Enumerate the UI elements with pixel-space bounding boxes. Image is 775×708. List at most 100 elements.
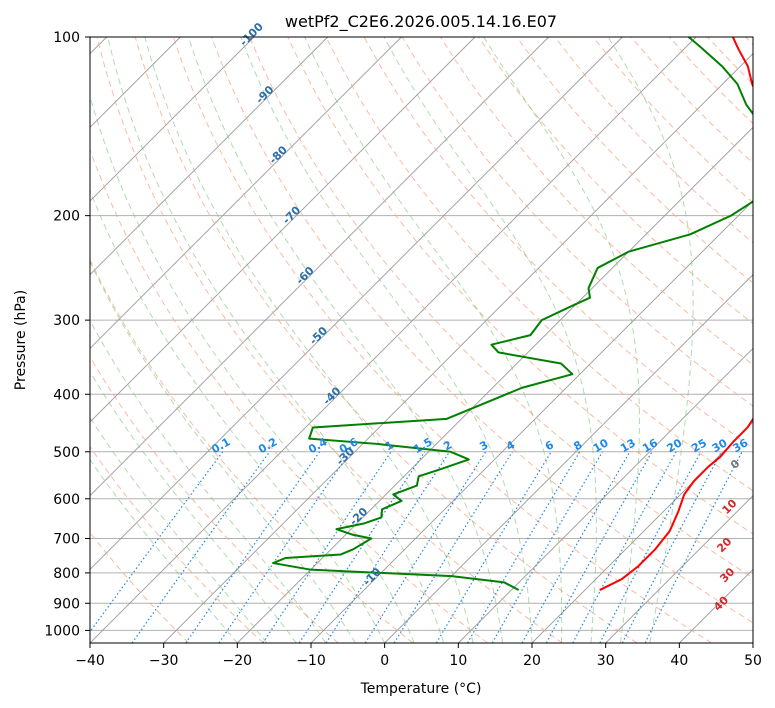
- moist-adiabat-line: [90, 370, 297, 643]
- isotherm-line: [310, 200, 753, 643]
- y-tick-label: 1000: [44, 623, 80, 639]
- dry-adiabat-line: [134, 37, 638, 643]
- moist-adiabat-line: [90, 189, 386, 643]
- mixing-ratio-label: 16: [640, 436, 660, 455]
- series-layer: [272, 37, 753, 591]
- isotherm-line: [163, 53, 753, 643]
- temperature-profile: [599, 37, 753, 591]
- dewpoint-profile: [272, 37, 753, 591]
- mixing-ratio-label: 6: [543, 438, 556, 453]
- y-tick-label: 500: [53, 445, 80, 461]
- y-axis-title: Pressure (hPa): [13, 290, 29, 390]
- isotherm-line: [237, 126, 753, 643]
- mixing-ratio-line: [262, 451, 392, 643]
- dry-adiabat-line: [90, 445, 264, 643]
- isotherm-line: [458, 347, 753, 643]
- isotherm-line: [90, 37, 402, 349]
- moist-adiabat-line: [240, 37, 533, 643]
- moist-adiabat-line: [90, 94, 415, 643]
- y-tick-label: 200: [53, 209, 80, 225]
- dry-adiabat-line: [478, 37, 753, 325]
- dry-adiabat-line: [516, 37, 753, 284]
- x-tick-label: 10: [449, 653, 467, 669]
- moist-adiabat-line: [90, 416, 268, 643]
- mixing-ratio-line: [325, 451, 451, 643]
- dry-adiabat-line: [592, 37, 753, 204]
- mixing-ratio-label: 10: [591, 436, 611, 455]
- dry-adiabat-line: [90, 258, 414, 643]
- y-tick-label: 900: [53, 596, 80, 612]
- dry-adiabat-line: [745, 37, 753, 46]
- mixing-ratio-line: [435, 451, 552, 643]
- warm-isotherm-label: 40: [711, 593, 731, 613]
- warm-isotherm-label: 30: [717, 565, 737, 585]
- moist-adiabat-line: [304, 37, 563, 643]
- y-tick-label: 100: [53, 30, 80, 46]
- mixing-ratio-label: 1.5: [411, 435, 434, 456]
- dry-adiabat-line: [172, 37, 712, 643]
- moist-adiabat-line: [188, 37, 504, 643]
- mixing-ratio-line: [90, 451, 224, 633]
- dry-adiabat-line: [211, 37, 753, 624]
- moist-adiabat-line: [607, 37, 694, 643]
- plot-frame: [89, 36, 754, 644]
- y-tick-label: 300: [53, 313, 80, 329]
- warm-isotherm-label: 0: [728, 457, 743, 472]
- mixing-ratio-label: 8: [571, 438, 584, 453]
- isotherm-label: -90: [253, 83, 276, 106]
- mixing-ratio-line: [572, 451, 677, 643]
- isotherm-line: [531, 421, 753, 643]
- x-tick-label: 50: [744, 653, 762, 669]
- x-tick-label: −40: [75, 653, 105, 669]
- x-axis-title: Temperature (°C): [360, 681, 482, 697]
- moist-adiabat-line: [90, 319, 327, 643]
- isotherm-line: [384, 274, 753, 643]
- background-line-labels: 0.1 0.2 0.4 0.6 1 1.5 2 3 4 6 8 10 13 16 20 25 30 36-100-…: [209, 20, 750, 614]
- isotherm-line: [90, 37, 255, 202]
- mixing-ratio-line: [364, 451, 487, 643]
- isotherm-label: -40: [320, 384, 343, 407]
- y-tick-label: 400: [53, 387, 80, 403]
- mixing-ratio-label: 30: [710, 436, 730, 455]
- chart-title: wetPf2_C2E6.2026.005.14.16.E07: [285, 12, 557, 32]
- mixing-ratio-label: 25: [689, 436, 709, 455]
- moist-adiabat-line: [483, 37, 640, 643]
- moist-adiabat-line: [90, 260, 356, 643]
- grid-layer: [90, 37, 753, 643]
- x-tick-label: −10: [296, 653, 326, 669]
- moist-adiabat-line: [144, 37, 474, 643]
- mixing-ratio-line: [521, 451, 631, 643]
- moist-adiabat-line: [107, 37, 445, 643]
- mixing-ratio-label: 36: [730, 436, 750, 455]
- mixing-ratio-line: [644, 451, 743, 643]
- isotherm-line: [605, 495, 753, 643]
- x-tick-label: −20: [223, 653, 253, 669]
- mixing-ratio-line: [298, 451, 426, 643]
- x-tick-label: 20: [523, 653, 541, 669]
- axis-ticks: −40 −30 −20 −10 0 10 20 30 40 5010020030040050060…: [44, 30, 762, 669]
- mixing-ratio-line: [185, 451, 321, 643]
- mixing-ratio-label: 0.1: [209, 435, 232, 456]
- x-tick-label: 40: [670, 653, 688, 669]
- y-tick-label: 700: [53, 532, 80, 548]
- isotherm-label: -50: [307, 324, 330, 347]
- dry-adiabat-line: [96, 37, 563, 643]
- mixing-ratio-line: [218, 451, 351, 643]
- y-tick-label: 600: [53, 492, 80, 508]
- isotherm-line: [90, 37, 476, 423]
- isotherm-label: -20: [347, 505, 370, 528]
- dry-adiabat-line: [287, 37, 753, 535]
- isotherm-label: -100: [237, 20, 266, 49]
- y-tick-label: 800: [53, 566, 80, 582]
- x-tick-label: 30: [597, 653, 615, 669]
- mixing-ratio-line: [466, 451, 581, 643]
- isotherm-line: [90, 37, 697, 643]
- isotherm-label: -10: [361, 565, 384, 588]
- isotherm-label: -60: [293, 264, 316, 287]
- moist-adiabat-line: [383, 37, 597, 643]
- mixing-ratio-line: [599, 451, 702, 643]
- isotherm-line: [90, 37, 549, 497]
- dry-adiabat-line: [554, 37, 753, 244]
- isotherm-line: [90, 37, 623, 570]
